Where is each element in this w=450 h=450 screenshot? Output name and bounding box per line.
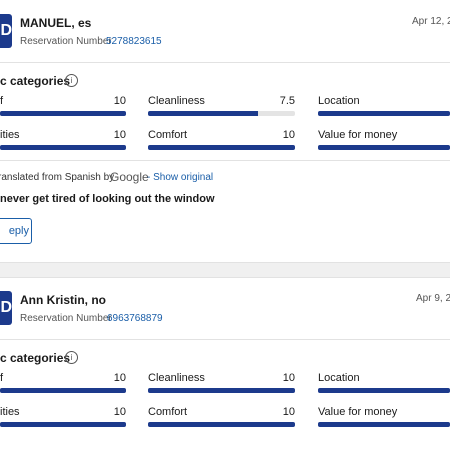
review-date: Apr 9, 20 xyxy=(416,293,450,304)
score-label: f xyxy=(0,372,4,384)
score-label: Comfort xyxy=(148,406,188,418)
score-bar xyxy=(148,388,295,393)
divider xyxy=(0,62,450,63)
reservation-label: Reservation Number xyxy=(20,36,112,47)
review-text: never get tired of looking out the windo… xyxy=(0,193,215,205)
score-bar xyxy=(0,111,126,116)
reviewer-name: Ann Kristin, no xyxy=(20,293,106,307)
score-value: 10 xyxy=(113,372,126,384)
score-track xyxy=(318,145,450,150)
info-icon[interactable]: i xyxy=(65,351,78,364)
categories-title: c categories xyxy=(0,74,71,88)
score-value: 10 xyxy=(282,406,295,418)
reservation-number[interactable]: 5278823615 xyxy=(106,36,162,47)
avatar: D xyxy=(0,14,12,48)
reservation-label: Reservation Number xyxy=(20,313,112,324)
score-label: Cleanliness xyxy=(148,372,205,384)
score-label: Value for money xyxy=(318,129,398,141)
divider xyxy=(0,339,450,340)
score-bar-fill xyxy=(318,111,450,116)
avatar: D xyxy=(0,291,12,325)
score-label: Value for money xyxy=(318,406,398,418)
info-icon[interactable]: i xyxy=(65,74,78,87)
score-track xyxy=(0,422,126,427)
divider xyxy=(0,160,450,161)
score-label: Comfort xyxy=(148,129,188,141)
translation-prefix: ranslated from Spanish by xyxy=(0,172,115,183)
score-bar xyxy=(148,111,259,116)
score-track xyxy=(148,145,295,150)
score-bar xyxy=(0,388,126,393)
review-date: Apr 12, 20 xyxy=(412,16,450,27)
score-value: 10 xyxy=(113,129,126,141)
score-label: Location xyxy=(318,372,360,384)
score-value: 7.5 xyxy=(279,95,295,107)
show-original-link[interactable]: - Show original xyxy=(147,172,214,183)
score-track xyxy=(148,422,295,427)
score-value: 10 xyxy=(113,406,126,418)
score-bar xyxy=(0,145,126,150)
score-bar-fill xyxy=(318,388,450,393)
categories-title: c categories xyxy=(0,351,71,365)
score-label: f xyxy=(0,95,4,107)
score-label: Cleanliness xyxy=(148,95,205,107)
reviewer-name: MANUEL, es xyxy=(20,16,92,30)
score-bar-fill xyxy=(318,422,450,427)
score-value: 10 xyxy=(282,129,295,141)
score-bar xyxy=(148,145,295,150)
score-label: Location xyxy=(318,95,360,107)
score-track xyxy=(0,145,126,150)
score-track xyxy=(318,388,450,393)
score-label: ities xyxy=(0,129,20,141)
score-value: 10 xyxy=(113,95,126,107)
score-value: 10 xyxy=(282,372,295,384)
score-bar-fill xyxy=(318,145,450,150)
score-track xyxy=(0,388,126,393)
score-bar xyxy=(0,422,126,427)
reservation-number[interactable]: 6963768879 xyxy=(107,313,163,324)
score-track xyxy=(0,111,126,116)
translation-brand: Google xyxy=(110,170,149,184)
score-track xyxy=(148,388,295,393)
score-bar xyxy=(148,422,295,427)
score-track xyxy=(318,111,450,116)
score-track xyxy=(318,422,450,427)
score-track xyxy=(148,111,295,116)
score-label: ities xyxy=(0,406,20,418)
reply-button[interactable]: eply xyxy=(0,218,32,244)
section-divider xyxy=(0,262,450,278)
